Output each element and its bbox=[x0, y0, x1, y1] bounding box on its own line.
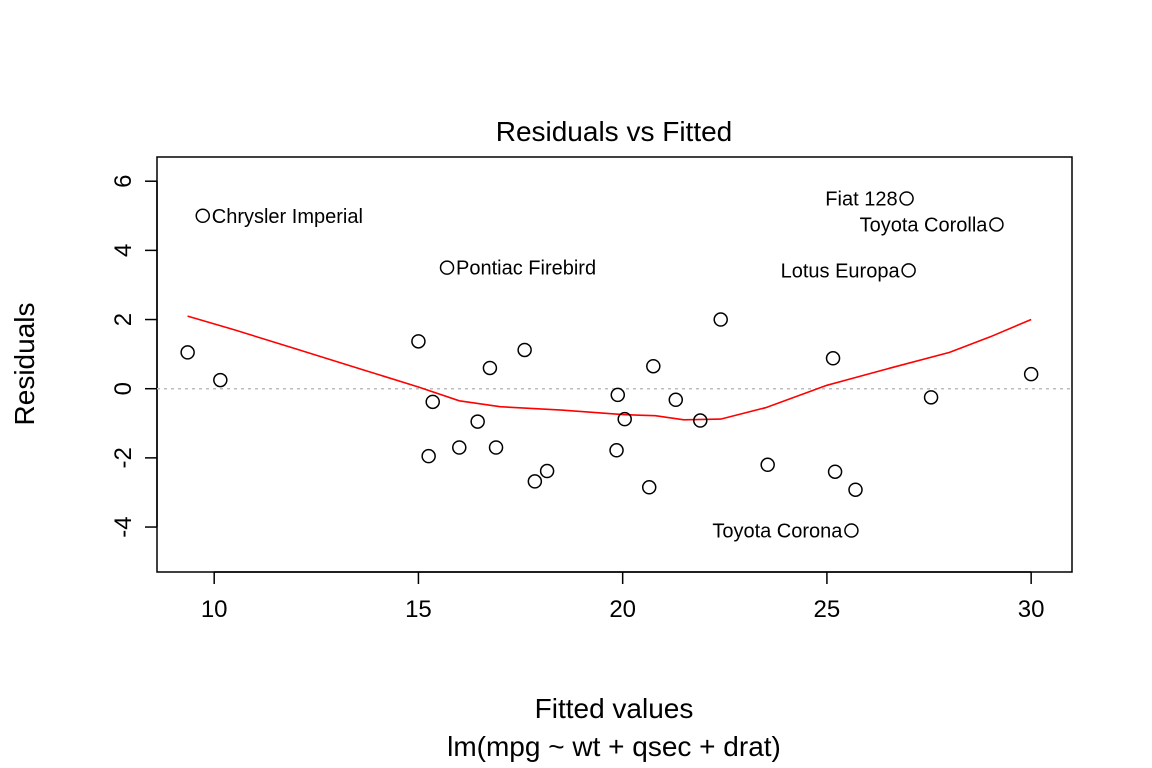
data-point bbox=[923, 390, 939, 405]
x-axis-label: Fitted values bbox=[535, 693, 694, 724]
chart-title: Residuals vs Fitted bbox=[496, 116, 733, 147]
point-label: Toyota Corona bbox=[712, 521, 843, 543]
data-point bbox=[609, 443, 624, 458]
data-point bbox=[901, 263, 916, 278]
point-label: Fiat 128 bbox=[825, 189, 897, 211]
x-tick-label: 25 bbox=[814, 596, 841, 623]
y-tick-label: 0 bbox=[110, 382, 137, 395]
data-point bbox=[825, 351, 841, 366]
data-point bbox=[180, 345, 195, 360]
data-point bbox=[646, 358, 661, 374]
data-point bbox=[452, 440, 467, 455]
point-labels-layer: Chrysler Imperial Pontiac Firebird Toyota … bbox=[212, 189, 989, 543]
data-point bbox=[827, 464, 843, 479]
data-point bbox=[848, 482, 863, 497]
data-point bbox=[844, 523, 859, 538]
data-point bbox=[760, 457, 775, 473]
y-tick-label: 4 bbox=[110, 244, 137, 257]
point-label: Pontiac Firebird bbox=[456, 258, 596, 280]
data-point bbox=[213, 372, 228, 388]
x-tick-label: 15 bbox=[405, 596, 432, 623]
y-tick-label: 6 bbox=[110, 175, 137, 188]
data-point bbox=[439, 260, 455, 275]
data-point bbox=[517, 342, 532, 358]
data-point bbox=[1023, 366, 1039, 382]
data-point bbox=[539, 463, 555, 479]
data-point bbox=[713, 312, 728, 327]
data-point bbox=[425, 394, 440, 410]
data-point bbox=[482, 360, 498, 376]
data-point bbox=[989, 217, 1004, 232]
y-tick-label: -2 bbox=[110, 447, 137, 468]
y-tick-label: 2 bbox=[110, 313, 137, 326]
data-point bbox=[899, 191, 914, 206]
y-tick-label: -4 bbox=[110, 516, 137, 537]
data-point bbox=[470, 414, 485, 429]
data-point bbox=[421, 448, 436, 464]
data-point bbox=[693, 413, 708, 428]
data-point bbox=[411, 334, 426, 349]
x-axis: 10 15 20 25 30 bbox=[201, 571, 1045, 623]
smooth-line bbox=[187, 315, 1032, 421]
y-axis: -4 -2 0 2 4 6 bbox=[110, 175, 158, 538]
data-point bbox=[195, 208, 210, 224]
data-point bbox=[488, 440, 504, 455]
y-axis-label: Residuals bbox=[9, 303, 40, 426]
data-point bbox=[641, 480, 657, 495]
x-tick-label: 20 bbox=[609, 596, 636, 623]
x-axis-subtitle: lm(mpg ~ wt + qsec + drat) bbox=[447, 731, 781, 762]
data-point bbox=[527, 474, 543, 489]
data-point bbox=[617, 411, 632, 427]
smooth-line-layer bbox=[187, 315, 1032, 421]
point-label: Lotus Europa bbox=[781, 260, 901, 282]
point-label: Chrysler Imperial bbox=[212, 206, 363, 228]
x-tick-label: 30 bbox=[1018, 596, 1045, 623]
data-point bbox=[668, 392, 684, 408]
data-point bbox=[610, 387, 626, 403]
point-label: Toyota Corolla bbox=[860, 214, 989, 236]
x-tick-label: 10 bbox=[201, 596, 228, 623]
points-layer bbox=[180, 191, 1039, 538]
